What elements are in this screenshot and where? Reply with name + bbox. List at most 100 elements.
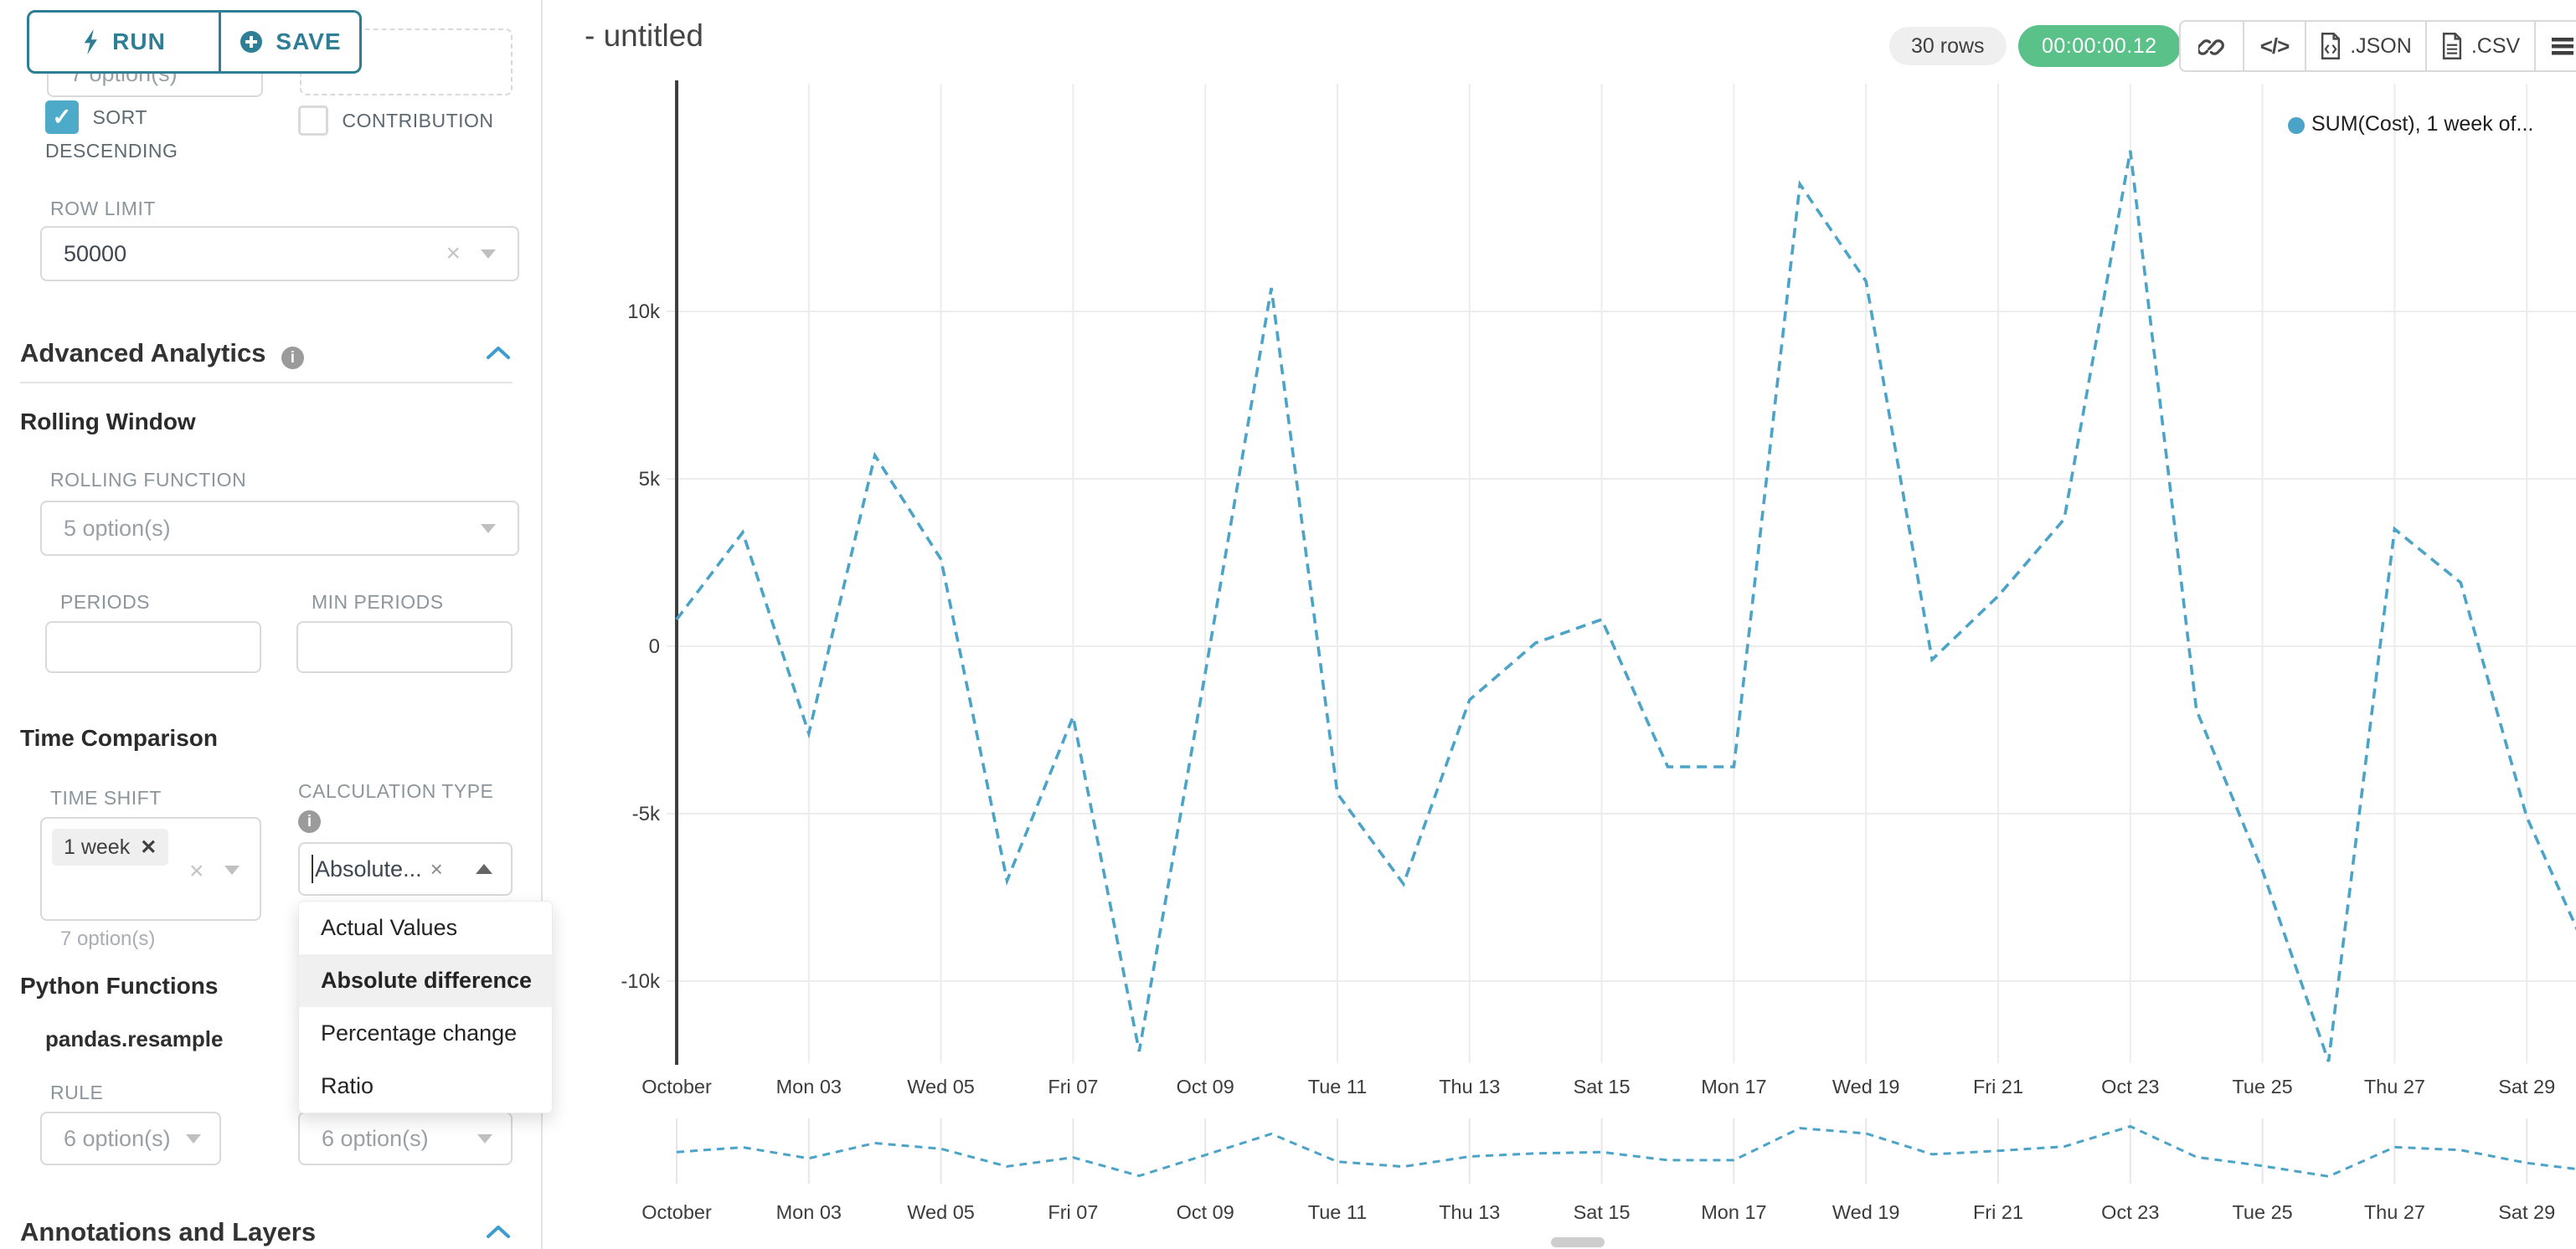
x-axis-label: Thu 27 [2364,1076,2425,1097]
mini-x-axis-label: Fri 21 [1973,1201,2023,1223]
sort-descending-checkbox[interactable]: ✓ [45,100,79,134]
time-shift-label: TIME SHIFT [50,787,162,809]
export-json-label: .JSON [2350,33,2412,58]
x-axis-label: October [641,1076,712,1097]
info-icon: i [298,810,321,833]
calculation-type-select[interactable]: Absolute... × [298,842,513,896]
view-query-button[interactable]: </> [2244,22,2305,70]
chevron-down-icon[interactable] [186,1133,201,1144]
row-limit-value: 50000 [64,240,127,266]
copy-link-button[interactable] [2181,22,2243,70]
x-axis-label: Fri 07 [1048,1076,1098,1097]
time-shift-tag-label: 1 week [64,835,131,859]
save-button[interactable]: SAVE [221,10,362,74]
rule-select-2[interactable]: 6 option(s) [298,1112,513,1165]
button-separator [2534,22,2536,70]
mini-x-axis-label: Thu 13 [1439,1201,1500,1223]
mini-series-line [676,1124,2576,1178]
mini-x-axis-label: Tue 25 [2232,1201,2292,1223]
mini-x-axis-label: Oct 09 [1177,1201,1234,1223]
chevron-up-filled-icon[interactable] [476,864,492,874]
button-separator [2305,22,2306,70]
csv-file-icon [2442,33,2461,59]
query-timer-badge: 00:00:00.12 [2018,25,2181,67]
rule2-placeholder: 6 option(s) [322,1125,429,1151]
annotations-title: Annotations and Layers [20,1217,317,1246]
advanced-analytics-header[interactable]: Advanced Analytics i [20,338,513,370]
remove-tag-icon[interactable]: ✕ [140,835,157,859]
row-limit-label: ROW LIMIT [50,198,156,219]
chevron-down-icon[interactable] [481,523,496,533]
dropdown-option[interactable]: Absolute difference [299,954,552,1007]
y-axis-label: -10k [621,970,661,993]
text-cursor [312,855,313,883]
calculation-type-dropdown: Actual Values Absolute difference Percenta… [298,901,553,1113]
export-json-button[interactable]: .JSON [2306,22,2425,70]
y-axis-label: -5k [632,803,661,825]
rule-label: RULE [50,1082,104,1103]
x-axis-label: Mon 03 [776,1076,842,1097]
chevron-up-icon[interactable] [486,345,511,360]
clear-icon[interactable]: × [189,857,204,885]
time-comparison-title: Time Comparison [20,725,218,751]
advanced-analytics-title: Advanced Analytics [20,338,266,368]
code-icon: </> [2259,33,2290,59]
x-axis-label: Oct 09 [1177,1076,1234,1097]
panel-divider [541,0,543,1249]
run-button-label: RUN [112,28,166,54]
scrollbar-thumb[interactable] [1551,1237,1605,1247]
time-shift-helper: 7 option(s) [60,928,156,950]
export-csv-button[interactable]: .CSV [2427,22,2534,70]
clear-icon[interactable]: × [430,856,443,881]
sort-descending-label: SORT DESCENDING [45,106,178,162]
rolling-function-select[interactable]: 5 option(s) [40,501,519,556]
more-menu-button[interactable] [2536,22,2576,70]
dropdown-option[interactable]: Percentage change [299,1007,552,1060]
dropdown-option[interactable]: Actual Values [299,902,552,954]
mini-x-axis-label: Thu 27 [2364,1201,2425,1223]
mini-x-axis-label: Mon 17 [1701,1201,1766,1223]
chart-title[interactable]: - untitled [585,18,703,53]
chevron-down-icon[interactable] [477,1133,492,1144]
periods-input[interactable] [45,621,261,673]
chevron-down-icon[interactable] [224,866,240,875]
python-functions-title: Python Functions [20,973,219,999]
lightning-icon [84,28,98,55]
control-panel-sidebar: 7 option(s) RUN SAVE ✓ SORT DESCENDING C… [0,0,553,1249]
x-axis-label: Tue 25 [2232,1076,2292,1097]
save-button-label: SAVE [276,28,342,54]
mini-x-axis-label: Mon 03 [776,1201,842,1223]
contribution-label: CONTRIBUTION [342,109,494,131]
mini-x-axis-label: Fri 07 [1048,1201,1098,1223]
x-axis-label: Oct 23 [2101,1076,2159,1097]
x-axis-label: Tue 11 [1308,1076,1368,1097]
min-periods-input[interactable] [296,621,513,673]
row-limit-select[interactable]: 50000 × [40,226,519,281]
contribution-checkbox[interactable] [298,105,328,136]
x-axis-label: Sat 29 [2498,1076,2555,1097]
legend-marker[interactable] [2288,117,2305,134]
rule-placeholder: 6 option(s) [64,1125,171,1151]
button-separator [2425,22,2427,70]
rule-select[interactable]: 6 option(s) [40,1112,221,1165]
export-csv-label: .CSV [2470,33,2521,58]
mini-x-axis-label: Wed 19 [1832,1201,1900,1223]
dropdown-option[interactable]: Ratio [299,1060,552,1113]
mini-x-axis-label: Wed 05 [907,1201,975,1223]
legend-label[interactable]: SUM(Cost), 1 week of... [2311,112,2534,136]
mini-x-axis-label: Sat 15 [1574,1201,1631,1223]
series-line [675,150,2576,1062]
y-axis-label: 5k [639,468,661,491]
chevron-down-icon[interactable] [481,249,496,259]
sort-descending-control: ✓ SORT DESCENDING [45,100,246,167]
contribution-control: CONTRIBUTION [298,105,494,136]
clear-icon[interactable]: × [446,239,461,267]
time-shift-tag: 1 week ✕ [52,829,169,866]
python-functions-subtitle: pandas.resample [45,1026,224,1051]
chevron-up-icon[interactable] [486,1224,511,1239]
run-button[interactable]: RUN [27,10,221,74]
mini-x-axis-label: October [641,1201,712,1223]
mini-x-axis-label: Tue 11 [1308,1201,1368,1223]
annotations-header[interactable]: Annotations and Layers [20,1217,513,1247]
